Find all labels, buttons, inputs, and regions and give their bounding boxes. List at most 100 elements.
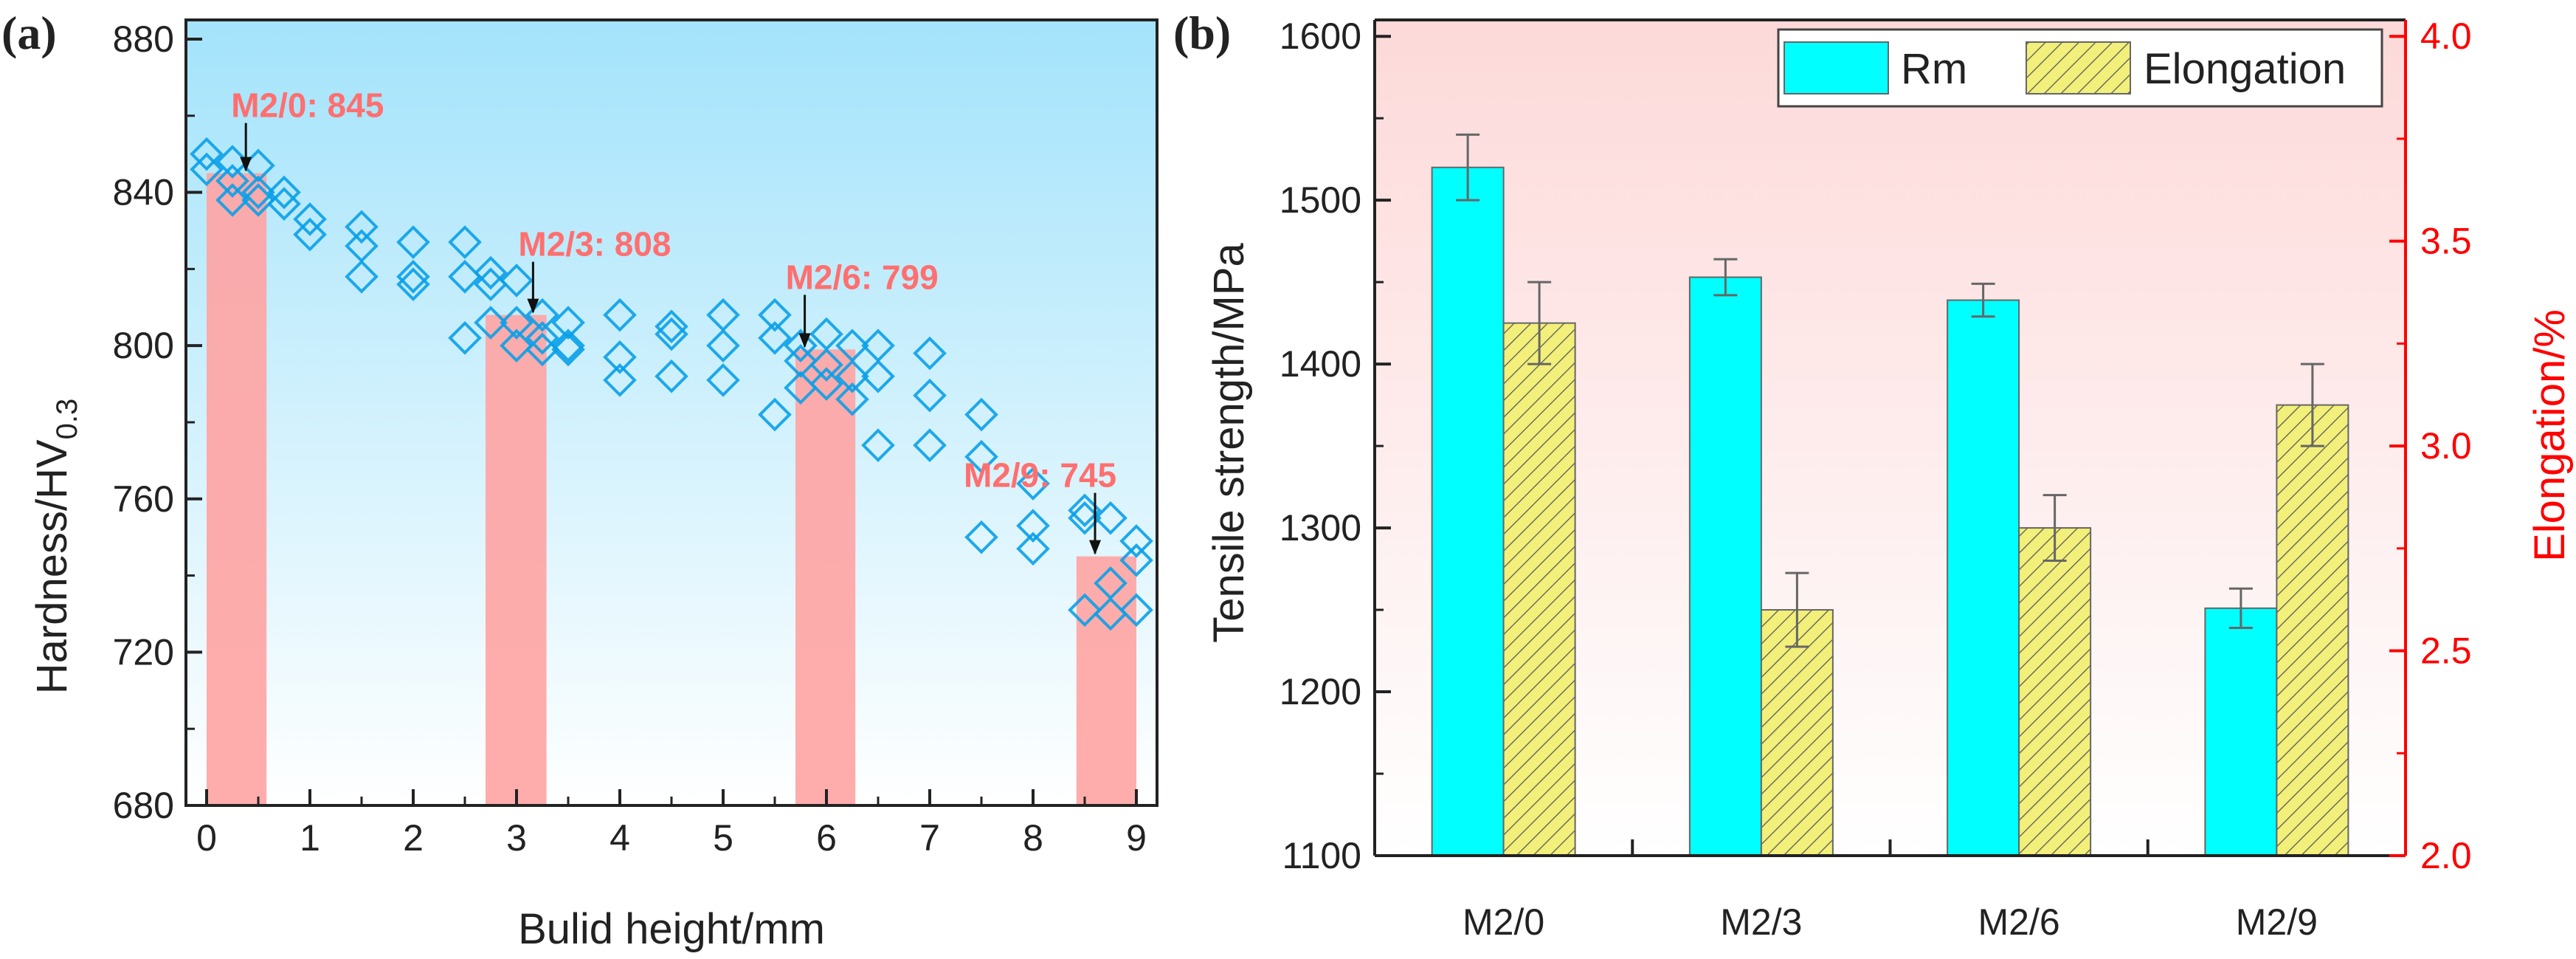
hardness-point (525, 332, 559, 367)
hardness-point (784, 371, 818, 405)
hardness-point (706, 363, 740, 397)
hardness-point (396, 225, 430, 259)
plot-a-background (186, 20, 1157, 805)
y-tick-label-b-right: 2.0 (2420, 835, 2472, 876)
x-tick-label-a: 7 (919, 817, 940, 859)
panel-a-hardness-chart: M2/0: 845 M2/3: 808 M2/6: 799 M2/9: 745 0 1 2… (1, 7, 1158, 953)
panel-b-tensile-chart: M2/0 M2/3 M2/6 M2/9 1100 1200 1300 1400 1500 1600… (1173, 7, 2574, 943)
hardness-point (964, 520, 998, 554)
y-tick-label-b-left: 1500 (1280, 179, 1361, 221)
y-axis-title-b-left: Tensile strength/MPa (1205, 242, 1253, 642)
hardness-point (758, 298, 792, 332)
annotation-label: M2/3: 808 (518, 225, 671, 264)
hardness-point (861, 359, 895, 393)
hardness-point (551, 332, 585, 367)
hardness-point (551, 306, 585, 340)
x-axis-title-a: Bulid height/mm (518, 905, 825, 953)
annotation-arrow-head (240, 157, 252, 172)
hardness-point (603, 363, 637, 397)
hardness-point (551, 329, 585, 362)
hardness-point (1119, 593, 1153, 628)
y-tick-label-a: 680 (113, 785, 174, 826)
hardness-point (655, 309, 688, 344)
hardness-point (267, 187, 301, 221)
hardness-point (964, 439, 998, 474)
hardness-bar-m2-6 (795, 349, 856, 805)
hardness-point (190, 152, 224, 187)
y-tick-label-b-left: 1200 (1280, 671, 1361, 712)
x-tick-label-a: 5 (713, 817, 733, 859)
hardness-point (1119, 524, 1153, 558)
elongation-bar-2 (2018, 527, 2092, 856)
hardness-point (603, 298, 637, 332)
elongation-bar-0 (1502, 322, 1576, 856)
hardness-point (861, 428, 895, 462)
y-axis-title-a: Hardness/HV0.3 (28, 399, 83, 695)
elongation-bar-1 (1760, 609, 1834, 856)
y-tick-label-b-right: 3.5 (2420, 221, 2472, 262)
hardness-point (345, 210, 379, 244)
hardness-point (267, 175, 301, 210)
panel-b-label: (b) (1173, 7, 1231, 59)
annotation-arrow-head (1089, 540, 1101, 555)
category-label: M2/0 (1463, 901, 1544, 943)
x-tick-label-a: 9 (1126, 817, 1147, 859)
hardness-point (345, 259, 379, 294)
hardness-point (913, 428, 947, 462)
annotation-arrow-head (798, 333, 811, 348)
y-tick-label-b-left: 1400 (1280, 343, 1361, 385)
hardness-point (706, 329, 740, 362)
x-tick-label-a: 3 (506, 817, 527, 859)
hardness-point (809, 367, 843, 401)
y-tick-label-b-left: 1100 (1282, 835, 1361, 876)
hardness-point (448, 259, 482, 294)
hardness-point (474, 255, 508, 290)
hardness-point (525, 320, 559, 355)
hardness-point (835, 382, 869, 416)
annotation-label: M2/6: 799 (786, 258, 939, 296)
hardness-point (500, 264, 533, 298)
hardness-point (913, 378, 947, 413)
y-tick-label-a: 840 (113, 172, 174, 213)
rm-bar-3 (2204, 607, 2278, 857)
hardness-point (784, 344, 818, 378)
category-label: M2/3 (1720, 901, 1802, 943)
x-tick-label-a: 4 (610, 817, 630, 859)
x-tick-label-a: 1 (300, 817, 320, 859)
hardness-point (603, 340, 637, 374)
y-tick-label-a: 720 (113, 631, 174, 673)
hardness-point (396, 267, 430, 301)
hardness-point (1016, 532, 1050, 566)
hardness-point (215, 183, 249, 217)
hardness-point (1094, 597, 1128, 631)
y-tick-label-b-right: 3.0 (2420, 425, 2472, 467)
hardness-point (215, 164, 249, 198)
legend: Rm Elongation (1777, 28, 2383, 108)
y-tick-label-b-right: 4.0 (2420, 16, 2472, 57)
y-axis-title-a-subscript: 0.3 (51, 399, 83, 440)
annotation-arrow-head (527, 298, 539, 314)
hardness-point (396, 259, 430, 294)
annotation-label: M2/9: 745 (964, 456, 1116, 495)
rm-bar-2 (1947, 299, 2020, 857)
hardness-point (190, 137, 224, 171)
hardness-point (474, 267, 508, 301)
hardness-point (1068, 593, 1102, 628)
hardness-point (913, 336, 947, 371)
hardness-point (448, 320, 482, 355)
hardness-point (215, 145, 249, 179)
legend-label-rm: Rm (1901, 45, 1967, 93)
hardness-point (964, 397, 998, 432)
rm-bar-0 (1431, 166, 1505, 856)
x-tick-label-a: 2 (403, 817, 424, 859)
x-tick-label-a: 8 (1023, 817, 1043, 859)
category-label: M2/6 (1978, 901, 2060, 943)
y-tick-label-a: 800 (113, 325, 174, 366)
hardness-point (1016, 467, 1050, 501)
panel-a-label: (a) (1, 7, 57, 59)
y-tick-label-b-right: 2.5 (2420, 630, 2472, 672)
x-tick-label-a: 0 (196, 817, 217, 859)
hardness-point (293, 202, 327, 236)
hardness-point (241, 175, 275, 210)
rm-bar-1 (1688, 276, 1762, 856)
